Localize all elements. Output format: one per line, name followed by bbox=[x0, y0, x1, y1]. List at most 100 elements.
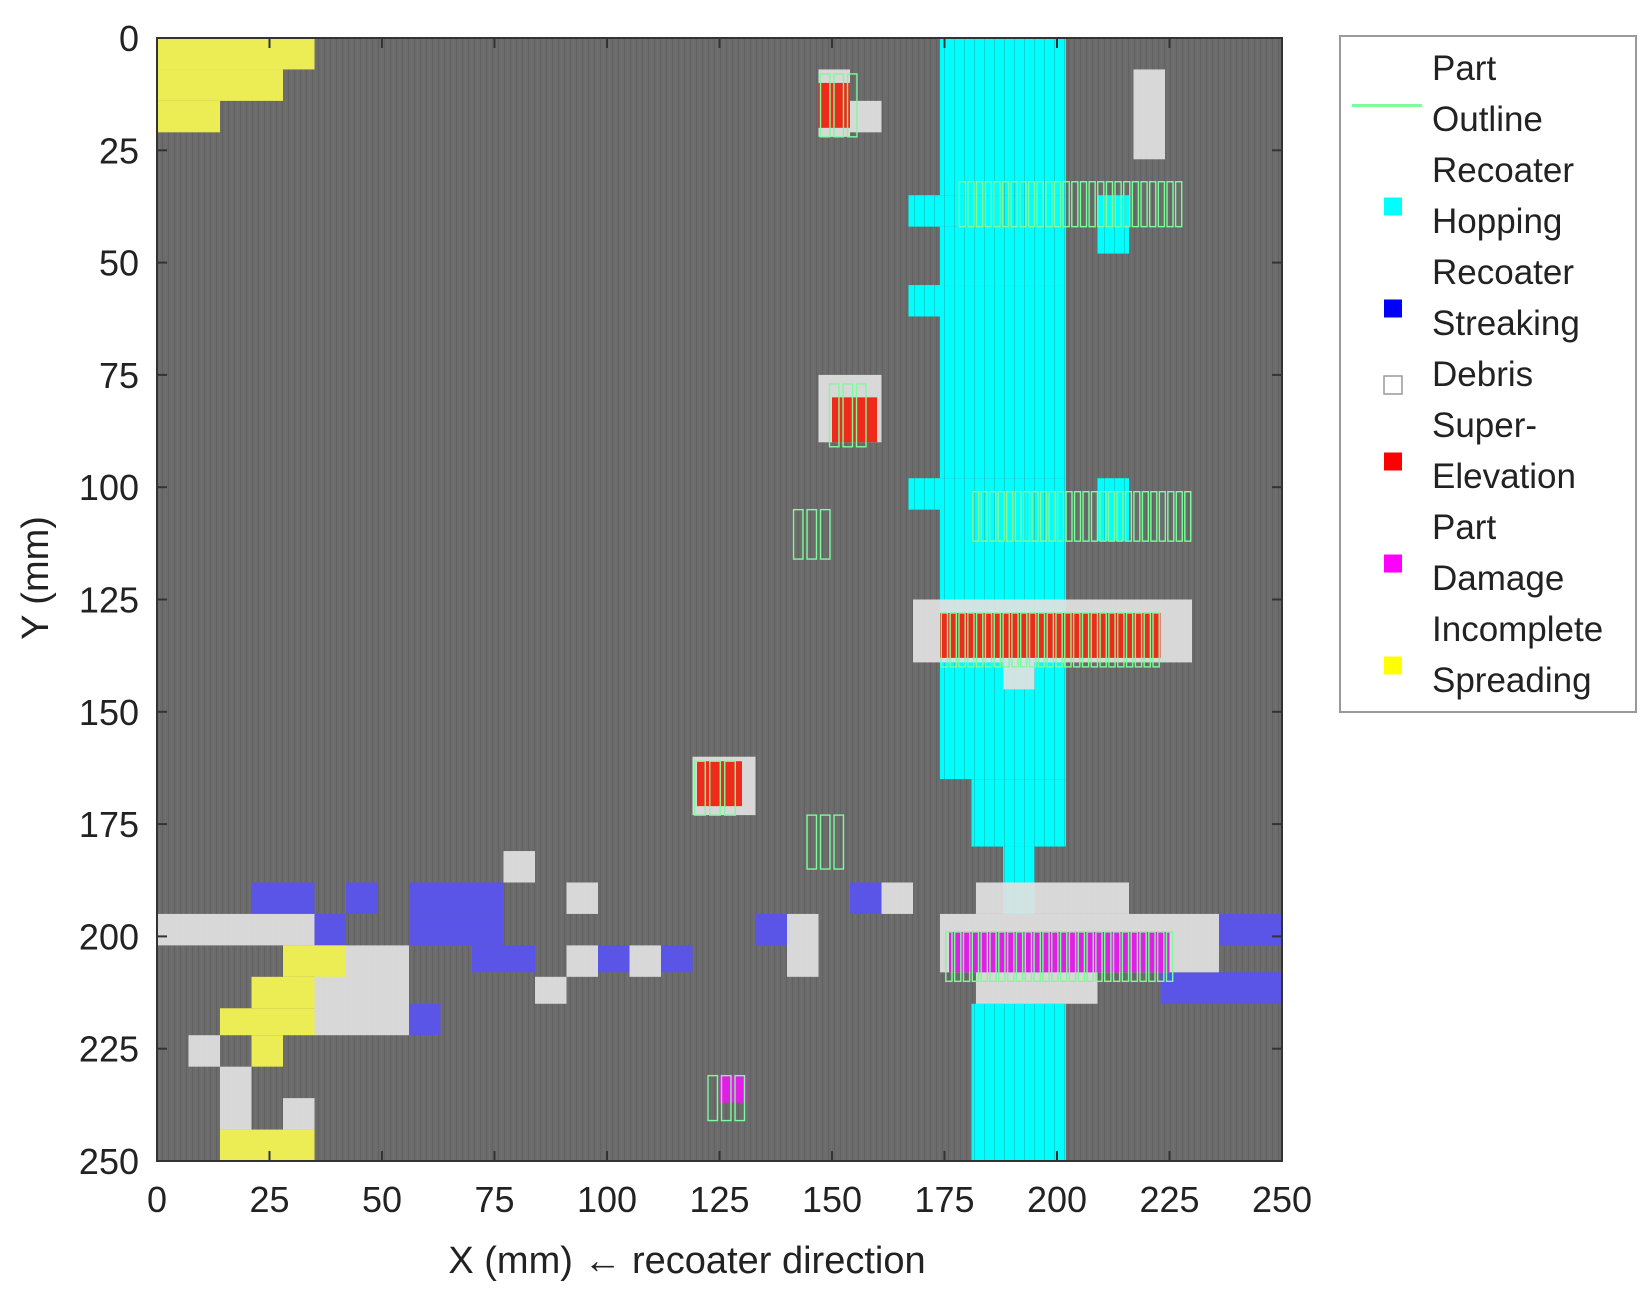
part-outline bbox=[846, 73, 858, 138]
defect-cell-recoater-hopping bbox=[908, 478, 940, 510]
part-outline bbox=[1022, 490, 1031, 542]
part-outline bbox=[1107, 490, 1116, 542]
legend-swatch bbox=[1383, 375, 1403, 395]
defect-cell-debris bbox=[787, 913, 819, 977]
defect-cell-debris bbox=[850, 100, 882, 133]
part-outline bbox=[1105, 181, 1114, 228]
defect-cell-debris bbox=[220, 1066, 252, 1130]
part-outline bbox=[967, 181, 975, 228]
defect-cell-recoater-streaking bbox=[409, 882, 504, 914]
defect-cell-recoater-hopping bbox=[908, 195, 940, 227]
part-outline bbox=[1073, 490, 1082, 542]
part-outline bbox=[1125, 612, 1134, 668]
y-tick-label: 125 bbox=[79, 580, 139, 621]
part-outline bbox=[1046, 612, 1055, 668]
defect-cell-incomplete-spreading bbox=[251, 976, 315, 1009]
region-group-incomplete-spreading bbox=[157, 38, 346, 1161]
part-outlines bbox=[694, 73, 1192, 1122]
y-tick-label: 150 bbox=[79, 692, 139, 733]
part-outline bbox=[806, 508, 818, 560]
defect-cell-recoater-hopping bbox=[940, 226, 1066, 286]
defect-cell-debris bbox=[629, 945, 661, 977]
part-outline bbox=[1037, 612, 1046, 668]
region-group-part-damage bbox=[719, 931, 1170, 1103]
part-outline bbox=[1039, 490, 1048, 542]
part-outline bbox=[1166, 181, 1174, 228]
defect-cell-debris bbox=[503, 851, 535, 883]
x-tick-label: 175 bbox=[914, 1179, 974, 1220]
part-outline bbox=[792, 508, 804, 560]
part-outline bbox=[1116, 490, 1124, 542]
part-outline bbox=[1143, 612, 1152, 668]
defect-cell-recoater-streaking bbox=[472, 945, 535, 973]
legend-label: Part bbox=[1432, 49, 1496, 88]
part-outline bbox=[1015, 931, 1024, 983]
part-outline bbox=[1134, 612, 1143, 668]
defect-cell-incomplete-spreading bbox=[157, 100, 220, 133]
defect-cell-recoater-hopping bbox=[1097, 478, 1129, 542]
part-outline bbox=[1068, 931, 1077, 983]
part-outline bbox=[1184, 490, 1192, 542]
part-outline bbox=[958, 181, 967, 228]
part-outline bbox=[1124, 490, 1133, 542]
part-outline bbox=[1056, 490, 1065, 542]
part-outline bbox=[1027, 181, 1036, 228]
part-outline bbox=[1095, 931, 1103, 983]
y-tick-label: 175 bbox=[79, 804, 139, 845]
part-outline bbox=[1090, 612, 1099, 668]
defect-cell-super-elevation bbox=[940, 612, 1161, 658]
part-outline bbox=[1062, 181, 1070, 228]
part-outline bbox=[1123, 181, 1131, 228]
part-outline bbox=[720, 1074, 732, 1122]
legend-label: Debris bbox=[1432, 355, 1533, 394]
part-outline-group bbox=[945, 931, 1174, 983]
part-outline bbox=[1005, 490, 1014, 542]
y-tick-label: 75 bbox=[99, 355, 139, 396]
part-outline-group bbox=[707, 1074, 746, 1122]
part-outline bbox=[1148, 931, 1156, 983]
legend: Part Outline Recoater Hopping Recoater Streak… bbox=[1339, 35, 1637, 713]
tick-labels: 0 25 50 75 100 125 150 175 200 225 250025507510012… bbox=[79, 18, 1312, 1220]
legend-label: Elevation bbox=[1432, 457, 1576, 496]
part-outline-group bbox=[694, 760, 736, 816]
defect-cell-incomplete-spreading bbox=[220, 1129, 315, 1161]
legend-label: Outline bbox=[1432, 100, 1543, 139]
legend-box bbox=[1339, 35, 1637, 713]
part-outline bbox=[1121, 931, 1130, 983]
part-outline bbox=[945, 931, 953, 983]
part-outline bbox=[833, 73, 845, 138]
part-outline bbox=[1097, 181, 1105, 228]
x-axis-label: X (mm) ← recoater direction bbox=[448, 1240, 925, 1282]
part-outline bbox=[962, 931, 971, 983]
part-outline bbox=[1165, 931, 1174, 983]
x-tick-label: 200 bbox=[1027, 1179, 1087, 1220]
y-tick-label: 200 bbox=[79, 916, 139, 957]
legend-item-part-outline: Part Outline bbox=[1352, 49, 1543, 139]
part-outline bbox=[997, 490, 1005, 542]
defect-cell-debris bbox=[566, 945, 598, 977]
defect-cell-debris bbox=[566, 882, 598, 914]
part-outline bbox=[1131, 181, 1140, 228]
defect-cell-incomplete-spreading bbox=[157, 69, 283, 101]
part-outline bbox=[1108, 612, 1116, 668]
legend-label: Streaking bbox=[1432, 304, 1580, 343]
y-tick-label: 250 bbox=[79, 1141, 139, 1182]
legend-item-part-damage: Part Damage bbox=[1384, 508, 1564, 598]
part-outline bbox=[1139, 931, 1147, 983]
part-outline bbox=[1028, 612, 1037, 668]
defect-cell-debris bbox=[188, 1035, 220, 1067]
part-outline bbox=[1158, 490, 1166, 542]
defect-cell-recoater-streaking bbox=[1160, 972, 1282, 1004]
part-outline bbox=[1152, 612, 1160, 668]
part-outline bbox=[998, 931, 1006, 983]
part-outline bbox=[989, 490, 997, 542]
y-tick-label: 50 bbox=[99, 243, 139, 284]
part-outline bbox=[1175, 490, 1183, 542]
part-outline bbox=[980, 931, 989, 983]
defect-cell-debris bbox=[157, 913, 315, 946]
y-tick-label: 25 bbox=[99, 130, 139, 171]
defect-cell-recoater-streaking bbox=[251, 882, 315, 914]
part-outline bbox=[984, 181, 993, 228]
part-outline bbox=[967, 612, 975, 668]
defect-cell-debris bbox=[535, 976, 567, 1004]
